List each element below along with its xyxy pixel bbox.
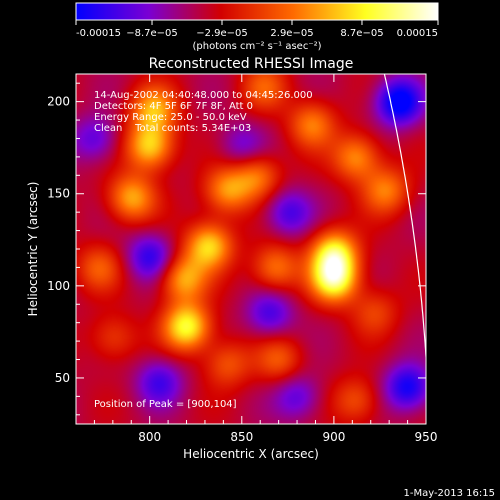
- chart-title: Reconstructed RHESSI Image: [149, 56, 354, 72]
- colorbar-tick-label: 2.9e−05: [270, 28, 313, 39]
- y-tick-label: 150: [47, 187, 70, 201]
- annotation-energy-range: Energy Range: 25.0 - 50.0 keV: [94, 112, 247, 123]
- y-tick-label: 100: [47, 279, 70, 293]
- colorbar-units: (photons cm⁻² s⁻¹ asec⁻²): [192, 41, 321, 52]
- x-axis-label: Heliocentric X (arcsec): [183, 447, 319, 461]
- x-tick-label: 950: [415, 430, 438, 444]
- observation-info: 14-Aug-2002 04:40:48.000 to 04:45:26.000…: [94, 90, 313, 134]
- heatmap-image: [76, 74, 426, 424]
- axis-ticks: 800 850 900 950 50 100 150 200: [47, 74, 437, 444]
- peak-position-label: Position of Peak = [900,104]: [94, 399, 237, 410]
- colorbar-tick-label: 8.7e−05: [340, 28, 383, 39]
- footer-timestamp: 1-May-2013 16:15: [403, 488, 495, 499]
- x-tick-label: 900: [322, 430, 345, 444]
- colorbar-ticks: -0.00015 −8.7e−05 −2.9e−05 2.9e−05 8.7e−05 0.…: [75, 20, 439, 39]
- plot-area: 800 850 900 950 50 100 150 200: [47, 73, 437, 444]
- y-tick-label: 200: [47, 95, 70, 109]
- colorbar-gradient: [75, 2, 439, 21]
- colorbar: -0.00015 −8.7e−05 −2.9e−05 2.9e−05 8.7e−05 0.…: [75, 2, 439, 52]
- colorbar-tick-label: −8.7e−05: [126, 28, 178, 39]
- annotation-detectors: Detectors: 4F 5F 6F 7F 8F, Att 0: [94, 101, 253, 112]
- annotation-time-range: 14-Aug-2002 04:40:48.000 to 04:45:26.000: [94, 90, 313, 101]
- x-tick-label: 850: [230, 430, 253, 444]
- colorbar-tick-label: -0.00015: [76, 28, 121, 39]
- annotation-clean-counts: Clean Total counts: 5.34E+03: [94, 123, 251, 134]
- colorbar-tick-label: 0.00015: [397, 28, 438, 39]
- colorbar-tick-label: −2.9e−05: [196, 28, 248, 39]
- y-tick-label: 50: [55, 371, 70, 385]
- x-tick-label: 800: [138, 430, 161, 444]
- y-axis-label: Heliocentric Y (arcsec): [26, 182, 40, 317]
- solar-limb-curve: [383, 74, 426, 367]
